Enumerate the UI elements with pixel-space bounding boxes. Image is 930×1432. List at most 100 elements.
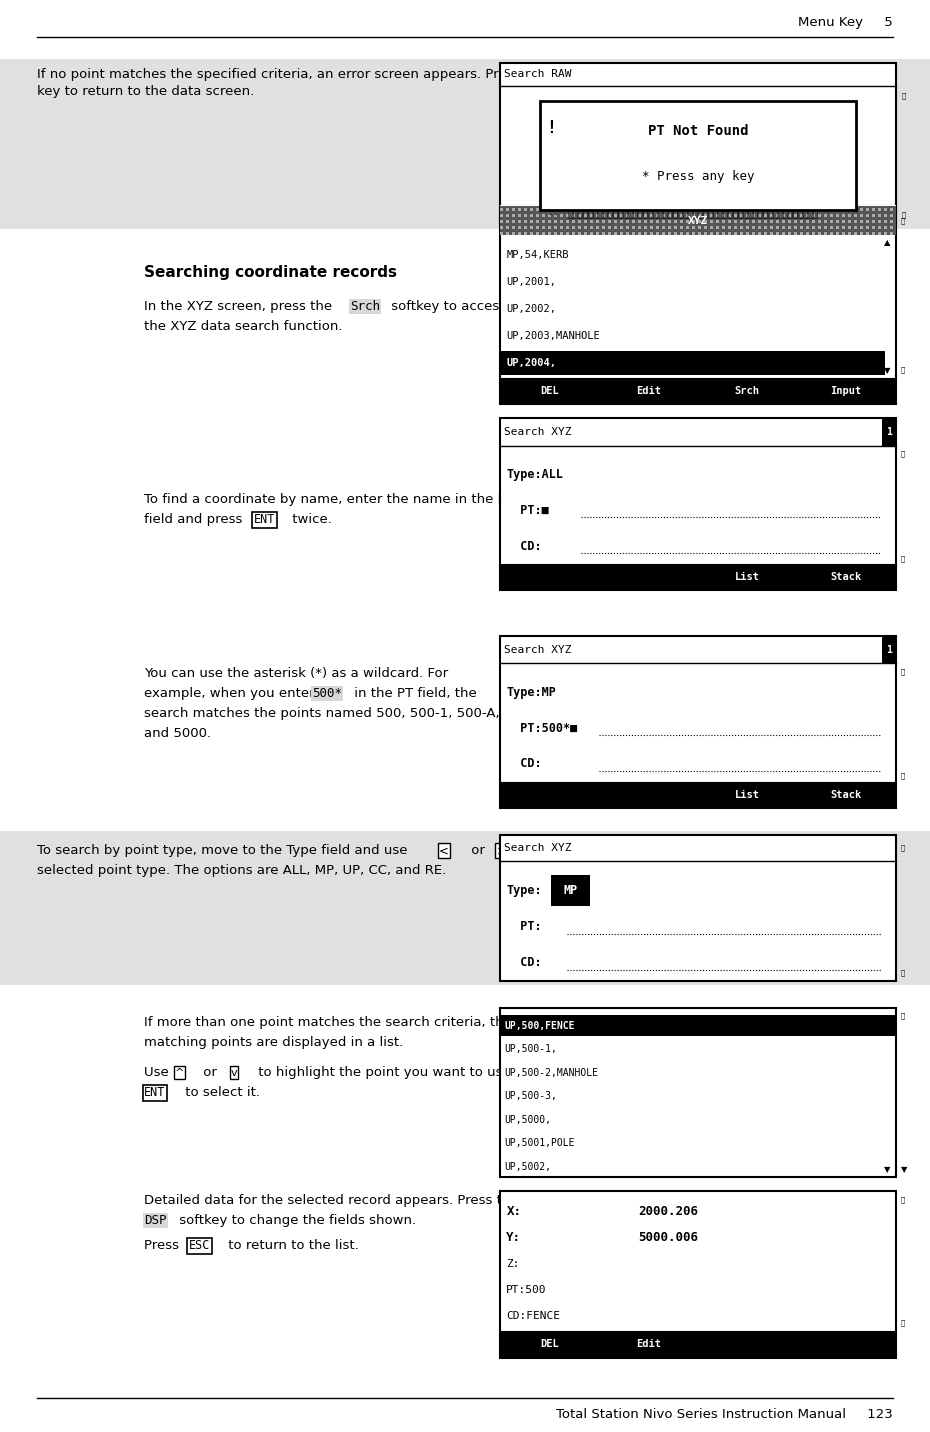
Bar	[867, 213, 870, 216]
Bar	[836, 232, 840, 235]
Bar	[752, 226, 755, 229]
Bar	[878, 208, 882, 211]
Bar	[551, 875, 590, 905]
Bar	[740, 232, 743, 235]
Text: search matches the points named 500, 500-1, 500-A,: search matches the points named 500, 500…	[144, 706, 499, 720]
Bar	[818, 221, 821, 223]
Bar	[818, 232, 821, 235]
Text: twice.: twice.	[288, 513, 332, 527]
Bar	[872, 232, 875, 235]
Bar	[818, 208, 821, 211]
Bar	[561, 208, 564, 211]
Bar	[608, 232, 611, 235]
Bar	[890, 226, 894, 229]
Bar	[801, 226, 804, 229]
Bar	[644, 208, 647, 211]
Bar	[500, 1191, 896, 1358]
Bar	[561, 213, 564, 216]
Text: matching points are displayed in a list.: matching points are displayed in a list.	[144, 1035, 404, 1050]
Text: and 5000.: and 5000.	[144, 726, 211, 740]
Bar	[500, 208, 503, 211]
Bar	[855, 213, 857, 216]
Bar	[500, 1008, 896, 1177]
Bar	[884, 213, 887, 216]
Text: Srch: Srch	[735, 387, 760, 397]
Bar	[537, 226, 539, 229]
Bar	[692, 226, 696, 229]
Bar	[566, 221, 569, 223]
Text: Type:: Type:	[506, 884, 542, 896]
Text: CD:FENCE: CD:FENCE	[506, 1312, 561, 1322]
Bar	[657, 208, 659, 211]
Bar	[764, 232, 767, 235]
Text: UP,500-3,: UP,500-3,	[504, 1091, 557, 1101]
Bar	[836, 221, 840, 223]
Text: Search XYZ: Search XYZ	[504, 427, 572, 437]
Bar	[650, 208, 654, 211]
Bar	[500, 206, 896, 235]
Text: UP,500-2,MANHOLE: UP,500-2,MANHOLE	[504, 1068, 598, 1078]
Bar	[501, 351, 884, 375]
Text: ENT: ENT	[144, 1085, 166, 1100]
Text: 🔒: 🔒	[900, 367, 905, 374]
Text: selected point type. The options are ALL, MP, UP, CC, and RE.: selected point type. The options are ALL…	[37, 863, 446, 878]
Bar	[789, 226, 791, 229]
Text: field and press: field and press	[144, 513, 246, 527]
Text: DSP: DSP	[144, 1213, 166, 1227]
Text: X:: X:	[506, 1204, 522, 1217]
Bar	[698, 208, 701, 211]
Bar	[872, 226, 875, 229]
Bar	[836, 226, 840, 229]
Bar	[747, 232, 750, 235]
Text: Type:MP: Type:MP	[506, 686, 556, 699]
Bar	[578, 221, 581, 223]
Bar	[704, 226, 708, 229]
Bar	[638, 208, 642, 211]
Bar	[818, 213, 821, 216]
Text: in the PT field, the: in the PT field, the	[350, 686, 476, 700]
Bar	[770, 208, 774, 211]
Bar	[855, 232, 857, 235]
Bar	[698, 226, 701, 229]
Bar	[686, 226, 689, 229]
Text: UP,5000,: UP,5000,	[504, 1114, 551, 1124]
Bar	[848, 213, 851, 216]
Text: or: or	[467, 843, 489, 858]
Bar	[782, 226, 785, 229]
Bar	[752, 208, 755, 211]
Bar	[782, 232, 785, 235]
Text: to change the: to change the	[520, 843, 618, 858]
Bar	[620, 208, 623, 211]
Bar	[740, 208, 743, 211]
Bar	[704, 221, 708, 223]
Bar	[542, 226, 545, 229]
Bar	[644, 213, 647, 216]
Text: ▼: ▼	[884, 1164, 891, 1174]
Bar	[704, 208, 708, 211]
Text: ▼: ▼	[900, 1164, 907, 1174]
Bar	[542, 213, 545, 216]
Bar	[806, 232, 809, 235]
Bar	[578, 226, 581, 229]
Bar	[777, 213, 779, 216]
Bar	[824, 221, 828, 223]
Bar	[578, 232, 581, 235]
Bar	[882, 636, 896, 663]
Bar	[681, 208, 684, 211]
Bar	[716, 208, 719, 211]
Bar	[596, 221, 599, 223]
Bar	[848, 221, 851, 223]
Bar	[620, 213, 623, 216]
Bar	[860, 213, 863, 216]
Bar	[878, 232, 882, 235]
Text: Detailed data for the selected record appears. Press the: Detailed data for the selected record ap…	[144, 1193, 519, 1207]
Bar	[716, 213, 719, 216]
Bar	[681, 226, 684, 229]
Bar	[777, 232, 779, 235]
Bar	[681, 213, 684, 216]
Bar	[723, 213, 725, 216]
Bar	[747, 226, 750, 229]
Text: Stack: Stack	[830, 573, 862, 581]
Bar	[681, 221, 684, 223]
Bar	[620, 226, 623, 229]
